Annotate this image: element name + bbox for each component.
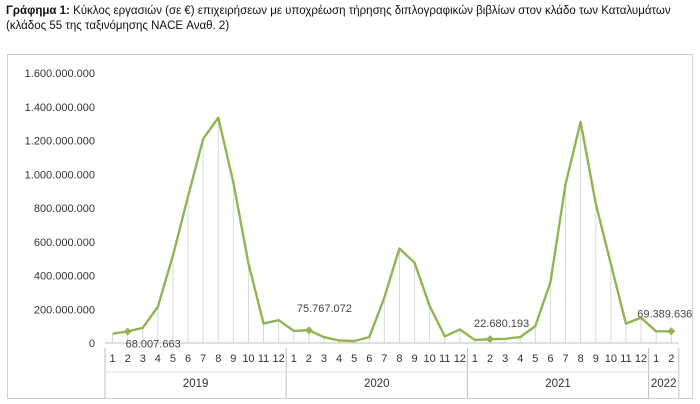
month-tick-label: 6 <box>185 353 191 365</box>
month-tick-label: 11 <box>258 353 269 365</box>
month-tick-label: 4 <box>336 353 342 365</box>
month-tick-label: 7 <box>381 353 387 365</box>
caption-prefix: Γράφημα 1: <box>6 5 70 17</box>
month-tick-label: 10 <box>424 353 436 365</box>
data-point-marker <box>304 326 313 335</box>
series-line <box>112 116 672 343</box>
month-tick-label: 9 <box>411 353 417 365</box>
y-tick-label: 1.400.000.000 <box>25 102 95 114</box>
data-point-marker <box>486 335 495 344</box>
data-label: 69.389.636 <box>637 308 692 320</box>
month-tick-label: 1 <box>653 353 659 365</box>
month-tick-label: 9 <box>230 353 236 365</box>
month-tick-label: 2 <box>306 353 312 365</box>
month-tick-label: 1 <box>472 353 478 365</box>
y-tick-label: 600.000.000 <box>34 237 95 249</box>
y-tick-label: 1.600.000.000 <box>25 68 95 80</box>
data-label: 68.007.663 <box>126 339 181 351</box>
data-point-marker <box>667 327 676 336</box>
year-label: 2022 <box>651 378 677 390</box>
y-tick-label: 1.000.000.000 <box>25 169 95 181</box>
month-tick-label: 5 <box>532 353 538 365</box>
month-tick-label: 6 <box>547 353 553 365</box>
month-tick-label: 3 <box>321 353 327 365</box>
month-tick-label: 10 <box>605 353 617 365</box>
y-tick-label: 0 <box>89 338 95 350</box>
month-tick-label: 6 <box>366 353 372 365</box>
month-tick-label: 8 <box>215 353 221 365</box>
month-tick-label: 7 <box>200 353 206 365</box>
month-tick-label: 8 <box>396 353 402 365</box>
month-tick-label: 11 <box>439 353 450 365</box>
chart-caption: Γράφημα 1: Κύκλος εργασιών (σε €) επιχει… <box>6 4 696 34</box>
y-tick-label: 1.200.000.000 <box>25 136 95 148</box>
month-tick-label: 11 <box>620 353 631 365</box>
data-label: 75.767.072 <box>297 303 352 315</box>
month-tick-label: 8 <box>578 353 584 365</box>
month-tick-label: 9 <box>593 353 599 365</box>
y-tick-label: 800.000.000 <box>34 203 95 215</box>
month-tick-label: 2 <box>487 353 493 365</box>
chart-frame <box>7 54 693 399</box>
month-tick-label: 7 <box>562 353 568 365</box>
month-tick-label: 1 <box>291 353 297 365</box>
month-tick-label: 12 <box>635 353 647 365</box>
month-tick-label: 10 <box>242 353 254 365</box>
y-tick-label: 200.000.000 <box>34 304 95 316</box>
month-tick-label: 4 <box>155 353 161 365</box>
year-label: 2020 <box>364 378 390 390</box>
data-label: 22.680.193 <box>474 318 529 330</box>
month-tick-label: 12 <box>454 353 466 365</box>
year-label: 2019 <box>183 378 209 390</box>
month-tick-label: 4 <box>517 353 523 365</box>
year-label: 2021 <box>545 378 571 390</box>
month-tick-label: 5 <box>351 353 357 365</box>
y-tick-label: 400.000.000 <box>34 271 95 283</box>
month-tick-label: 2 <box>668 353 674 365</box>
month-tick-label: 5 <box>170 353 176 365</box>
month-tick-label: 1 <box>109 353 115 365</box>
month-tick-label: 3 <box>502 353 508 365</box>
month-tick-label: 12 <box>273 353 285 365</box>
caption-text: Κύκλος εργασιών (σε €) επιχειρήσεων με υ… <box>6 5 671 32</box>
data-point-marker <box>123 327 132 336</box>
month-tick-label: 3 <box>140 353 146 365</box>
month-tick-label: 2 <box>125 353 131 365</box>
